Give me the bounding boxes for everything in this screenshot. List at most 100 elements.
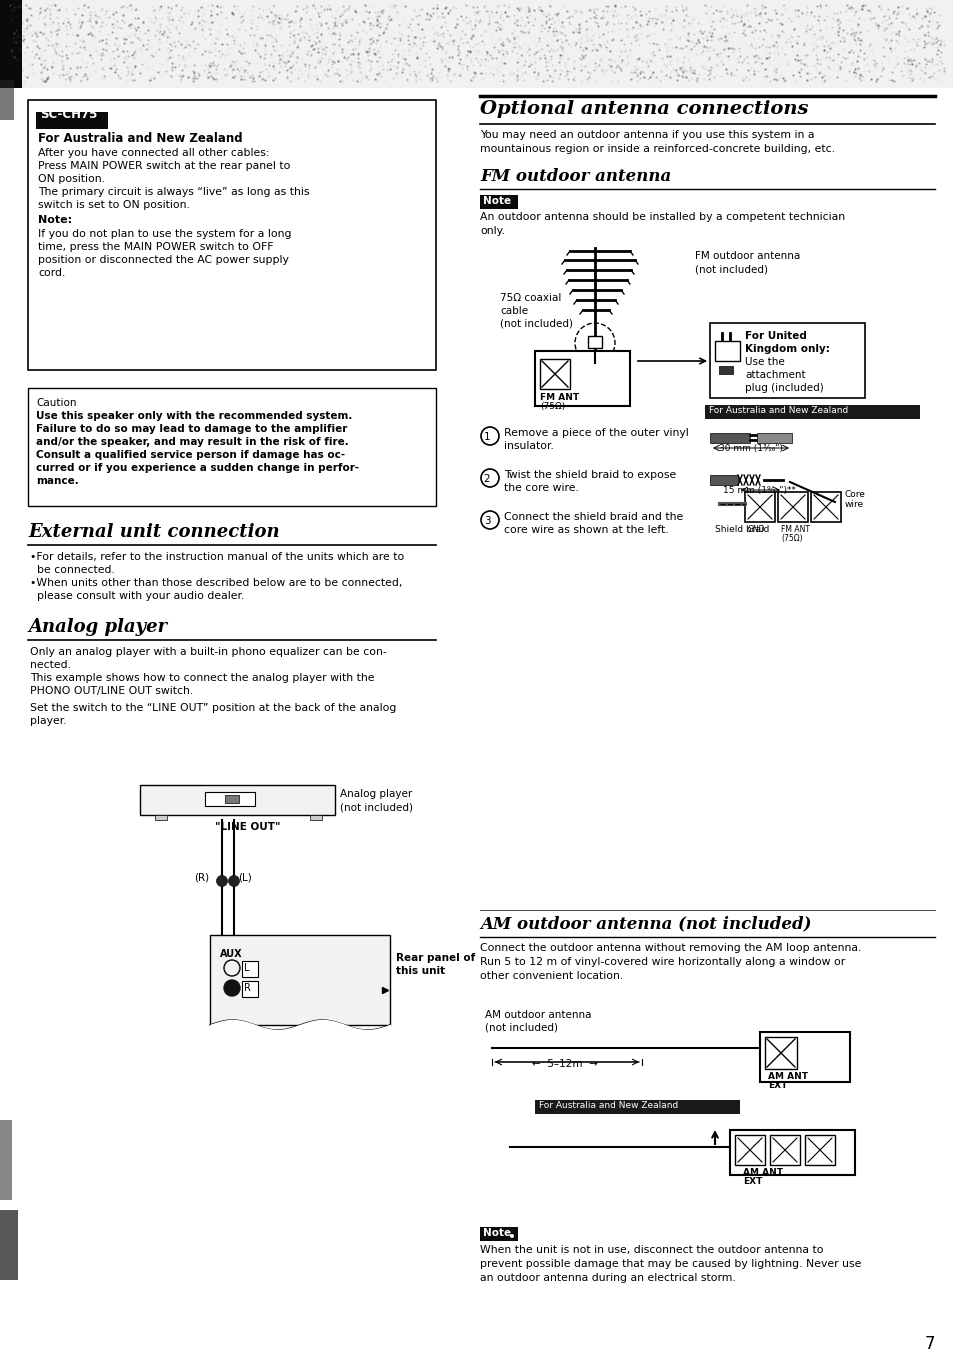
Text: This example shows how to connect the analog player with the: This example shows how to connect the an… — [30, 673, 375, 683]
Text: player.: player. — [30, 717, 67, 726]
Text: Connect the outdoor antenna without removing the AM loop antenna.: Connect the outdoor antenna without remo… — [479, 942, 861, 953]
Text: For Australia and New Zealand: For Australia and New Zealand — [538, 1101, 678, 1110]
Bar — [310, 815, 322, 821]
Bar — [0, 0, 22, 88]
Circle shape — [224, 980, 240, 996]
Text: attachment: attachment — [744, 370, 804, 380]
Bar — [734, 1134, 764, 1165]
Text: Remove a piece of the outer vinyl: Remove a piece of the outer vinyl — [503, 429, 688, 438]
Text: this unit: this unit — [395, 965, 445, 976]
Text: be connected.: be connected. — [30, 565, 114, 575]
Text: nected.: nected. — [30, 660, 71, 671]
Bar — [704, 406, 919, 419]
Text: AM ANT: AM ANT — [767, 1072, 807, 1082]
Text: the core wire.: the core wire. — [503, 483, 578, 493]
Text: For United: For United — [744, 331, 806, 341]
Bar — [719, 366, 732, 375]
Text: Consult a qualified service person if damage has oc-: Consult a qualified service person if da… — [36, 450, 345, 460]
Text: For Australia and New Zealand: For Australia and New Zealand — [38, 132, 242, 145]
Text: L: L — [244, 963, 250, 973]
Text: Note: Note — [482, 196, 511, 206]
Circle shape — [510, 1234, 514, 1238]
Bar — [28, 100, 436, 370]
Text: (R): (R) — [193, 873, 209, 883]
Text: EXT: EXT — [742, 1178, 761, 1186]
Bar — [242, 961, 257, 977]
Text: Failure to do so may lead to damage to the amplifier: Failure to do so may lead to damage to t… — [36, 425, 347, 434]
Text: other convenient location.: other convenient location. — [479, 971, 622, 982]
Bar — [764, 1037, 796, 1069]
Text: cable: cable — [499, 306, 528, 316]
Text: Connect the shield braid and the: Connect the shield braid and the — [503, 512, 682, 522]
Text: (75Ω): (75Ω) — [781, 534, 801, 544]
Bar — [760, 1032, 849, 1082]
Bar — [778, 492, 807, 522]
Text: You may need an outdoor antenna if you use this system in a: You may need an outdoor antenna if you u… — [479, 130, 814, 141]
Text: Optional antenna connections: Optional antenna connections — [479, 100, 807, 118]
Text: (not included): (not included) — [339, 802, 413, 813]
Bar — [714, 341, 740, 361]
Bar — [210, 936, 390, 1025]
Bar — [0, 80, 14, 120]
Text: AM outdoor antenna (not included): AM outdoor antenna (not included) — [479, 915, 811, 932]
Bar — [535, 352, 629, 406]
Text: External unit connection: External unit connection — [28, 523, 279, 541]
Bar — [709, 433, 749, 443]
Text: switch is set to ON position.: switch is set to ON position. — [38, 200, 190, 210]
Bar — [744, 492, 774, 522]
Text: cord.: cord. — [38, 268, 66, 279]
Text: Core: Core — [844, 489, 865, 499]
Text: PHONO OUT/LINE OUT switch.: PHONO OUT/LINE OUT switch. — [30, 685, 193, 696]
Bar — [587, 337, 601, 347]
Text: 15 mm (1⁹⁄₃₂")**: 15 mm (1⁹⁄₃₂")** — [722, 485, 796, 495]
Text: An outdoor antenna should be installed by a competent technician: An outdoor antenna should be installed b… — [479, 212, 844, 222]
Text: Use this speaker only with the recommended system.: Use this speaker only with the recommend… — [36, 411, 352, 420]
Text: Twist the shield braid to expose: Twist the shield braid to expose — [503, 470, 676, 480]
Circle shape — [229, 876, 239, 887]
Text: core wire as shown at the left.: core wire as shown at the left. — [503, 525, 668, 535]
Bar — [709, 323, 864, 397]
Text: Caution: Caution — [36, 397, 76, 408]
Bar — [28, 388, 436, 506]
Text: Press MAIN POWER switch at the rear panel to: Press MAIN POWER switch at the rear pane… — [38, 161, 290, 170]
Text: 7: 7 — [923, 1334, 934, 1352]
Text: wire: wire — [844, 500, 863, 508]
Bar — [225, 795, 239, 803]
Text: (not included): (not included) — [499, 319, 573, 329]
Text: please consult with your audio dealer.: please consult with your audio dealer. — [30, 591, 244, 602]
Bar — [0, 1119, 12, 1201]
Text: FM ANT: FM ANT — [539, 393, 578, 402]
Text: prevent possible damage that may be caused by lightning. Never use: prevent possible damage that may be caus… — [479, 1259, 861, 1270]
Text: Analog player: Analog player — [28, 618, 167, 635]
Text: The primary circuit is always “live” as long as this: The primary circuit is always “live” as … — [38, 187, 309, 197]
Text: Analog player: Analog player — [339, 790, 412, 799]
Text: only.: only. — [479, 226, 504, 237]
Text: FM ANT: FM ANT — [781, 525, 809, 534]
Bar — [804, 1134, 834, 1165]
Text: plug (included): plug (included) — [744, 383, 822, 393]
Text: ON position.: ON position. — [38, 174, 105, 184]
Text: For Australia and New Zealand: For Australia and New Zealand — [708, 406, 847, 415]
Text: (L): (L) — [237, 873, 252, 883]
Text: Use the: Use the — [744, 357, 784, 366]
Text: Set the switch to the “LINE OUT” position at the back of the analog: Set the switch to the “LINE OUT” positio… — [30, 703, 395, 713]
Text: an outdoor antenna during an electrical storm.: an outdoor antenna during an electrical … — [479, 1274, 735, 1283]
Text: 2: 2 — [483, 475, 490, 484]
Bar — [242, 982, 257, 996]
Text: mance.: mance. — [36, 476, 79, 485]
Text: SC-CH75: SC-CH75 — [40, 108, 97, 120]
Bar — [709, 475, 738, 485]
Text: •For details, refer to the instruction manual of the units which are to: •For details, refer to the instruction m… — [30, 552, 404, 562]
Text: and/or the speaker, and may result in the risk of fire.: and/or the speaker, and may result in th… — [36, 437, 349, 448]
Text: 75Ω coaxial: 75Ω coaxial — [499, 293, 560, 303]
Text: (not included): (not included) — [484, 1023, 558, 1033]
Bar — [810, 492, 841, 522]
Text: FM outdoor antenna: FM outdoor antenna — [479, 168, 671, 185]
Text: Note: Note — [482, 1228, 511, 1238]
Text: AM outdoor antenna: AM outdoor antenna — [484, 1010, 591, 1019]
Text: mountainous region or inside a reinforced-concrete building, etc.: mountainous region or inside a reinforce… — [479, 145, 834, 154]
Text: 1: 1 — [483, 433, 490, 442]
Text: Shield braid: Shield braid — [714, 525, 768, 534]
Text: AUX: AUX — [220, 949, 242, 959]
Bar — [539, 360, 569, 389]
